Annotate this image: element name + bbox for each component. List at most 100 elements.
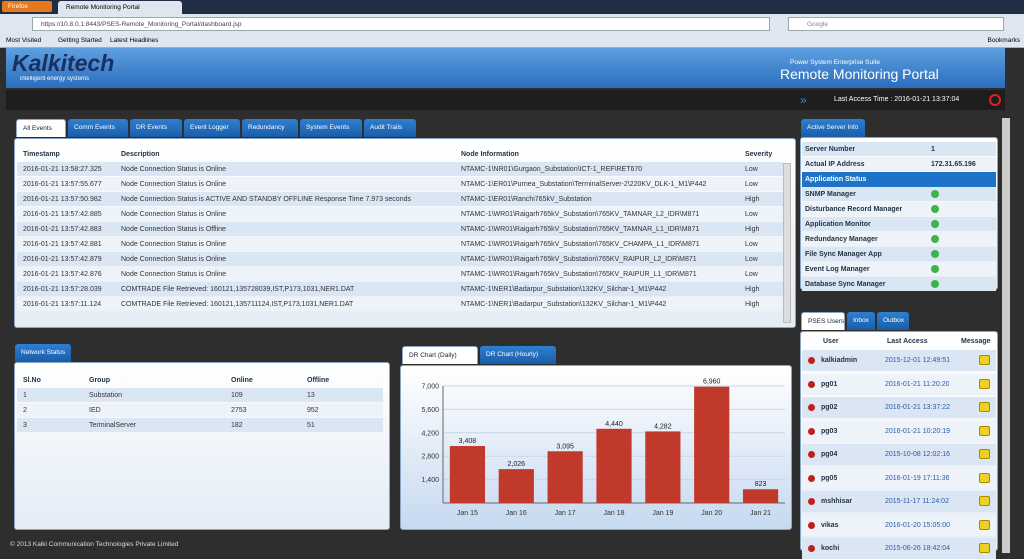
message-icon[interactable] bbox=[979, 449, 990, 459]
cell: 182 bbox=[231, 422, 243, 429]
row-bg bbox=[17, 388, 383, 402]
status-dot bbox=[808, 404, 815, 411]
tab[interactable]: Redundancy bbox=[242, 119, 298, 137]
cell: Low bbox=[745, 166, 758, 173]
y-tick-label: 5,600 bbox=[421, 407, 439, 414]
last-access: 2015-12-01 12:49:51 bbox=[885, 357, 950, 364]
column-header: Last Access bbox=[887, 338, 928, 345]
service: Redundancy Manager bbox=[805, 236, 878, 243]
service: Application Monitor bbox=[805, 221, 871, 228]
firefox-menu[interactable]: Firefox bbox=[2, 1, 52, 12]
service: SNMP Manager bbox=[805, 191, 856, 198]
dr-chart-panel: 1,400 2,800 4,200 5,600 7,000 Jan 15 3,408 Jan … bbox=[400, 365, 792, 530]
tab[interactable]: All Events bbox=[16, 119, 66, 137]
cell: Node Connection Status is Online bbox=[121, 166, 227, 173]
check-icon bbox=[931, 250, 939, 258]
message-icon[interactable] bbox=[979, 496, 990, 506]
value-label: 4,440 bbox=[605, 421, 623, 428]
cell: IED bbox=[89, 407, 101, 414]
tab[interactable]: DR Chart (Hourly) bbox=[480, 346, 556, 364]
label: Server Number bbox=[805, 146, 856, 153]
tab[interactable]: System Events bbox=[300, 119, 362, 137]
y-tick-label: 1,400 bbox=[421, 477, 439, 484]
status-dot bbox=[808, 427, 815, 435]
column-header: Severity bbox=[745, 151, 773, 158]
tab[interactable]: DR Chart (Daily) bbox=[402, 346, 478, 364]
cell: 2016-01-21 13:57:28.039 bbox=[23, 286, 102, 293]
y-tick-label: 2,800 bbox=[421, 454, 439, 461]
cell: Node Connection Status is Online bbox=[121, 241, 227, 248]
cell: High bbox=[745, 226, 760, 233]
user: pg02 bbox=[821, 404, 838, 411]
logout-icon[interactable] bbox=[989, 94, 1001, 106]
tab[interactable]: Network Status bbox=[15, 344, 71, 362]
value: 1 bbox=[931, 146, 935, 153]
cell: NTAMC-1\ER01\Ranchi765kV_Substation bbox=[461, 196, 592, 203]
cell: Node Connection Status is Online bbox=[121, 256, 227, 263]
tab[interactable]: DR Events bbox=[130, 119, 182, 137]
row-bg bbox=[17, 237, 783, 251]
users-panel: User Last Access Message kalkiadmin 2015-12-… bbox=[800, 331, 998, 559]
cell: Node Connection Status is Online bbox=[121, 211, 227, 218]
bookmark[interactable]: Most Visited bbox=[6, 37, 42, 44]
check-icon bbox=[931, 235, 939, 243]
last-access: 2016-01-21 11:20:20 bbox=[885, 380, 950, 388]
message-icon[interactable] bbox=[979, 543, 990, 553]
suite: Power System Enterprise Suite bbox=[790, 59, 880, 66]
access-bar: » Last Access Time : 2016-01-21 13:37:04 bbox=[6, 90, 1005, 110]
message-icon[interactable] bbox=[979, 355, 990, 365]
tab[interactable]: Event Logger bbox=[184, 119, 240, 137]
x-tick-label: Jan 21 bbox=[750, 510, 771, 517]
user: pg01 bbox=[821, 380, 838, 388]
page-scrollbar[interactable] bbox=[1002, 118, 1010, 553]
row-bg bbox=[802, 467, 996, 489]
cell: High bbox=[745, 301, 760, 308]
cell: Node Connection Status is Offline bbox=[121, 226, 226, 233]
message-icon[interactable] bbox=[979, 472, 990, 483]
cell: NTAMC-1\WR01\Raigarh765kV_Substation\765… bbox=[461, 256, 697, 263]
tab[interactable]: Active Server Info bbox=[801, 119, 865, 137]
row-bg bbox=[802, 538, 996, 559]
browser-tab[interactable]: Remote Monitoring Portal bbox=[58, 1, 182, 14]
url-bar[interactable]: https://10.8.0.1:8443/PSES-Remote_Monito… bbox=[32, 17, 770, 31]
check-icon bbox=[931, 220, 939, 228]
tab[interactable]: Audit Trails bbox=[364, 119, 416, 137]
status-dot bbox=[808, 451, 815, 458]
message-icon[interactable] bbox=[979, 402, 990, 412]
network-panel: Sl.No Group Online Offline 1 Substation 109 13 2… bbox=[14, 362, 390, 530]
cell: Node Connection Status is ACTIVE AND STA… bbox=[121, 196, 411, 203]
bookmark[interactable]: Latest Headlines bbox=[110, 37, 159, 44]
scrollbar[interactable] bbox=[783, 163, 791, 323]
cell: 2016-01-21 13:57:42.883 bbox=[23, 226, 102, 233]
tab[interactable]: Outbox bbox=[877, 312, 909, 330]
message-icon[interactable] bbox=[979, 378, 990, 389]
check-icon bbox=[931, 190, 939, 198]
last-access: 2016-01-21 10:20:19 bbox=[885, 427, 950, 435]
bookmarks-menu[interactable]: Bookmarks bbox=[987, 37, 1020, 44]
cell: High bbox=[745, 286, 760, 293]
row-bg bbox=[17, 282, 783, 296]
service: File Sync Manager App bbox=[805, 251, 882, 258]
bookmark[interactable]: Getting Started bbox=[58, 37, 102, 44]
cell: NTAMC-1\WR01\Raigarh765kV_Substation\765… bbox=[461, 271, 697, 278]
cell: Low bbox=[745, 211, 758, 218]
x-tick-label: Jan 19 bbox=[652, 510, 673, 517]
x-tick-label: Jan 16 bbox=[506, 510, 527, 517]
cell: NTAMC-1\NR01\Gurgaon_Substation\ICT-1_RE… bbox=[461, 166, 643, 173]
row-bg bbox=[802, 350, 996, 371]
nav-bar: https://10.8.0.1:8443/PSES-Remote_Monito… bbox=[0, 14, 1024, 34]
check-icon bbox=[931, 265, 939, 273]
message-icon[interactable] bbox=[979, 425, 990, 436]
search-bar[interactable]: Google bbox=[788, 17, 1004, 31]
tab[interactable]: Comm Events bbox=[68, 119, 128, 137]
tab[interactable]: Inbox bbox=[847, 312, 875, 330]
message-icon[interactable] bbox=[979, 519, 990, 530]
column-header: Timestamp bbox=[23, 151, 60, 158]
cell: High bbox=[745, 196, 760, 203]
cell: COMTRADE File Retrieved: 160121,13571112… bbox=[121, 301, 354, 308]
status-dot bbox=[808, 498, 815, 505]
cell: Substation bbox=[89, 392, 123, 399]
tab[interactable]: PSES Users bbox=[801, 312, 845, 330]
row-bg bbox=[802, 202, 996, 216]
